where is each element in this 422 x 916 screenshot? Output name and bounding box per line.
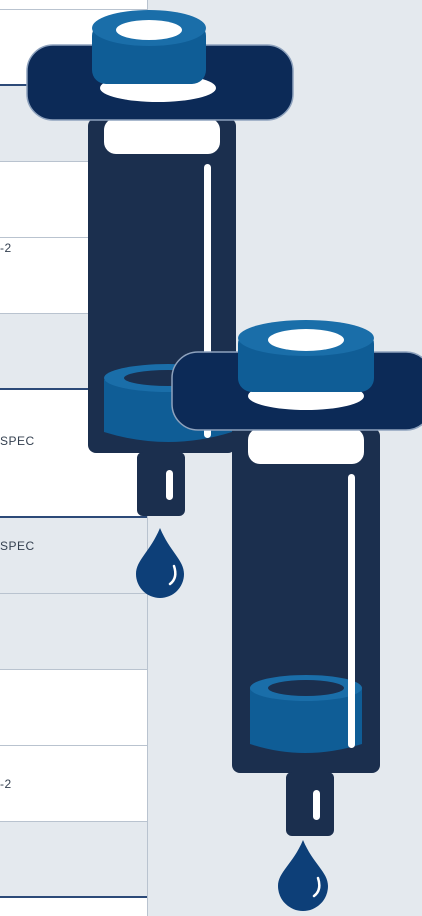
cell-text: -2 bbox=[0, 777, 12, 791]
cartridge-illustration bbox=[26, 10, 422, 911]
row bbox=[0, 517, 147, 593]
row bbox=[0, 821, 147, 897]
row bbox=[0, 745, 147, 821]
cell-text: SPEC bbox=[0, 434, 35, 448]
row bbox=[0, 669, 147, 745]
cell-text: -2 bbox=[0, 241, 12, 255]
row bbox=[0, 897, 147, 916]
cartridge bbox=[171, 320, 422, 911]
cell-text: SPEC bbox=[0, 539, 35, 553]
row bbox=[0, 593, 147, 669]
